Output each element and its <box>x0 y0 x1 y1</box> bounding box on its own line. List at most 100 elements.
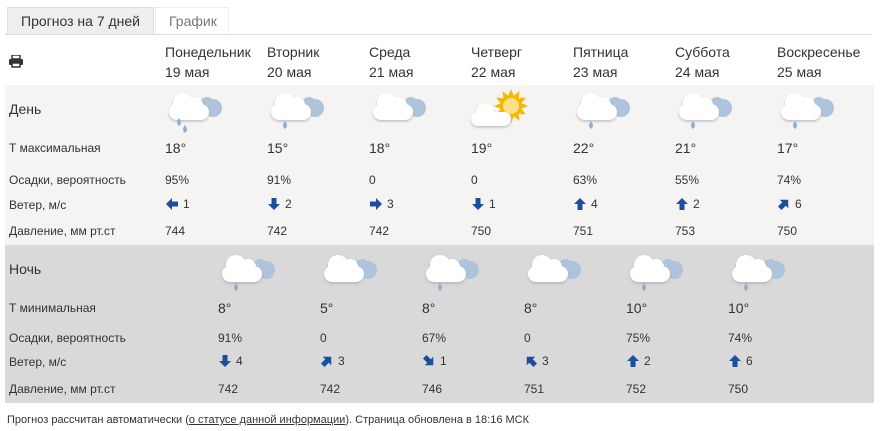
wind-arrow-icon <box>320 354 334 368</box>
date: 20 мая <box>267 64 312 80</box>
day-header: Четверг 22 мая <box>471 42 522 82</box>
day-header: Вторник 20 мая <box>267 42 319 82</box>
precip-value: 95% <box>165 173 190 187</box>
wind-arrow-icon <box>267 197 281 211</box>
cloud-drop-icon <box>726 248 790 294</box>
tmin-label: Т минимальная <box>9 301 96 315</box>
tmax-value: 19° <box>471 140 493 156</box>
precip-value: 55% <box>675 173 700 187</box>
wind-speed: 4 <box>236 354 243 368</box>
cloud-icon <box>522 248 586 294</box>
cloud-icon <box>367 86 431 132</box>
wind-value: 4 <box>218 354 243 368</box>
tmax-label: Т максимальная <box>9 141 101 155</box>
wind-arrow-icon <box>626 354 640 368</box>
day-header: Суббота 24 мая <box>675 42 730 82</box>
wind-arrow-icon <box>369 197 383 211</box>
weekday: Суббота <box>675 44 730 60</box>
day-label: День <box>9 101 42 117</box>
wind-speed: 3 <box>542 354 549 368</box>
tab-7-day-forecast[interactable]: Прогноз на 7 дней <box>7 7 154 34</box>
date: 22 мая <box>471 64 516 80</box>
wind-speed: 1 <box>440 354 447 368</box>
wind-value: 1 <box>422 354 447 368</box>
cloud-drop-icon <box>420 248 484 294</box>
pressure-value: 742 <box>320 382 341 396</box>
sun-cloud-icon <box>469 86 533 132</box>
date: 19 мая <box>165 64 210 80</box>
wind-value: 1 <box>471 197 496 211</box>
cloud-drop-icon <box>265 86 329 132</box>
weekday: Воскресенье <box>777 44 861 60</box>
precip-value: 74% <box>777 173 802 187</box>
footer-updated: ). Страница обновлена в 18:16 МСК <box>345 414 530 426</box>
date: 25 мая <box>777 64 822 80</box>
weekday: Понедельник <box>165 44 251 60</box>
weekday: Четверг <box>471 44 523 60</box>
footer: Прогноз рассчитан автоматически (о стату… <box>7 414 529 426</box>
precip-value: 0 <box>369 173 376 187</box>
divider <box>5 34 872 35</box>
cloud-drop-icon <box>216 248 280 294</box>
wind-value: 3 <box>320 354 345 368</box>
pressure-value: 742 <box>369 224 390 238</box>
day-header: Пятница 23 мая <box>573 42 628 82</box>
night-precip-label: Осадки, вероятность <box>9 331 126 345</box>
precip-value: 67% <box>422 331 447 345</box>
precip-value: 75% <box>626 331 651 345</box>
tmax-value: 18° <box>369 140 391 156</box>
tab-chart[interactable]: График <box>155 7 229 34</box>
pressure-value: 750 <box>728 382 749 396</box>
wind-arrow-icon <box>422 354 436 368</box>
wind-label: Ветер, м/с <box>9 198 67 212</box>
day-header: Понедельник 19 мая <box>165 42 251 82</box>
printer-icon[interactable] <box>9 54 23 73</box>
wind-arrow-icon <box>777 197 791 211</box>
cloud-rain-icon <box>163 86 227 133</box>
day-header: Среда 21 мая <box>369 42 413 82</box>
wind-arrow-icon <box>165 197 179 211</box>
wind-value: 1 <box>165 197 190 211</box>
pressure-value: 752 <box>626 382 647 396</box>
tmin-value: 8° <box>218 300 232 316</box>
precip-value: 0 <box>320 331 327 345</box>
cloud-icon <box>318 248 382 294</box>
tmax-value: 21° <box>675 140 697 156</box>
pressure-value: 753 <box>675 224 696 238</box>
pressure-value: 750 <box>777 224 798 238</box>
info-status-link[interactable]: о статусе данной информации <box>188 414 346 426</box>
date: 21 мая <box>369 64 414 80</box>
tmin-value: 10° <box>728 300 750 316</box>
wind-value: 3 <box>524 354 549 368</box>
tmin-value: 8° <box>524 300 538 316</box>
wind-speed: 2 <box>693 197 700 211</box>
wind-speed: 3 <box>387 197 394 211</box>
precip-value: 0 <box>471 173 478 187</box>
tmax-value: 17° <box>777 140 799 156</box>
wind-arrow-icon <box>471 197 485 211</box>
wind-value: 4 <box>573 197 598 211</box>
precip-value: 74% <box>728 331 753 345</box>
tmin-value: 10° <box>626 300 648 316</box>
cloud-drop-icon <box>673 86 737 132</box>
weekday: Вторник <box>267 44 320 60</box>
wind-value: 3 <box>369 197 394 211</box>
pressure-value: 750 <box>471 224 492 238</box>
wind-value: 2 <box>675 197 700 211</box>
wind-speed: 3 <box>338 354 345 368</box>
tmin-value: 5° <box>320 300 334 316</box>
date: 24 мая <box>675 64 720 80</box>
night-pressure-label: Давление, мм рт.ст <box>9 382 116 396</box>
precip-value: 91% <box>267 173 292 187</box>
wind-value: 6 <box>728 354 753 368</box>
wind-speed: 6 <box>746 354 753 368</box>
wind-arrow-icon <box>728 354 742 368</box>
precip-label: Осадки, вероятность <box>9 173 126 187</box>
night-label: Ночь <box>9 261 42 277</box>
pressure-label: Давление, мм рт.ст <box>9 224 116 238</box>
tmax-value: 22° <box>573 140 595 156</box>
date: 23 мая <box>573 64 618 80</box>
weekday: Среда <box>369 44 411 60</box>
weekday: Пятница <box>573 44 629 60</box>
wind-arrow-icon <box>573 197 587 211</box>
